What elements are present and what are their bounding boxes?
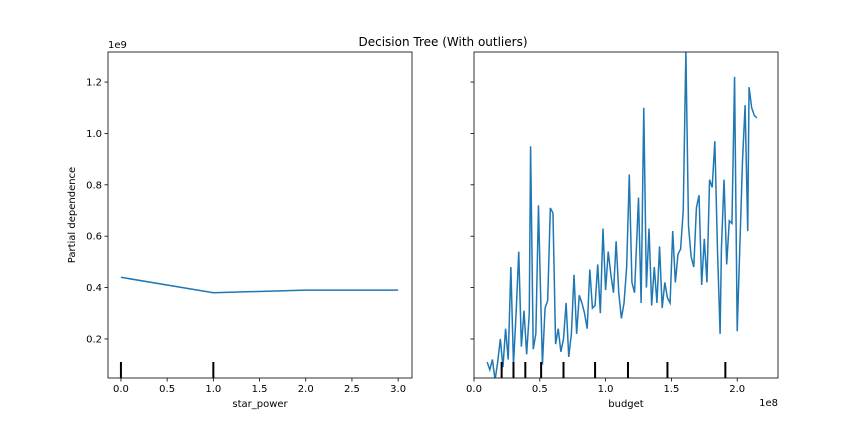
y-offset-label: 1e9 <box>108 40 127 51</box>
x-tick-label: 1.0 <box>205 384 221 395</box>
x-tick-label: 1.0 <box>598 384 614 395</box>
x-tick-label: 1.5 <box>252 384 268 395</box>
x-tick-label: 0.0 <box>466 384 482 395</box>
data-line <box>486 52 758 378</box>
x-offset-label: 1e8 <box>759 398 778 409</box>
axes-frame <box>107 51 413 379</box>
y-tick-label: 1.0 <box>86 129 102 140</box>
axes-frame <box>473 51 779 379</box>
x-tick-label: 1.5 <box>663 384 679 395</box>
x-tick-label: 3.0 <box>390 384 406 395</box>
x-tick-label: 2.5 <box>344 384 360 395</box>
y-tick-label: 0.6 <box>86 232 102 243</box>
data-line <box>120 276 399 294</box>
x-axis-label: budget <box>608 399 644 410</box>
x-tick-label: 0.0 <box>113 384 129 395</box>
x-axis-label: star_power <box>232 399 288 410</box>
y-axis-label: Partial dependence <box>67 167 78 263</box>
y-tick-label: 0.8 <box>86 180 102 191</box>
y-tick-label: 1.2 <box>86 78 102 89</box>
x-tick-label: 0.5 <box>159 384 175 395</box>
y-tick-label: 0.4 <box>86 283 102 294</box>
x-tick-label: 2.0 <box>298 384 314 395</box>
figure-title: Decision Tree (With outliers) <box>358 35 527 49</box>
x-tick-label: 2.0 <box>729 384 745 395</box>
x-tick-label: 0.5 <box>532 384 548 395</box>
y-tick-label: 0.2 <box>86 334 102 345</box>
